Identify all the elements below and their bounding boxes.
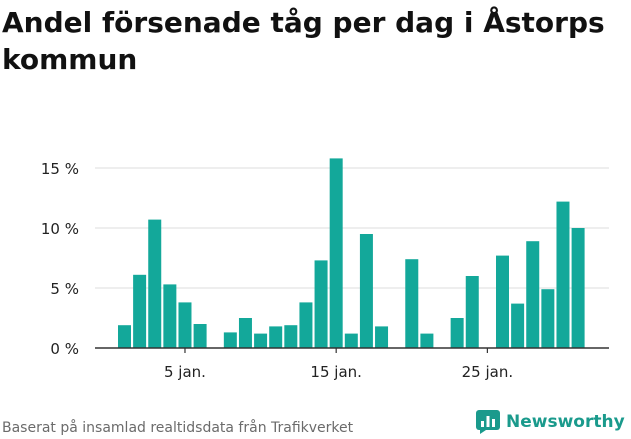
bar (556, 201, 570, 348)
x-tick-label: 25 jan. (462, 363, 514, 381)
axes: 0 % 5 % 10 % 15 % 5 jan. 15 jan. 25 jan. (41, 160, 609, 381)
bar (314, 260, 328, 348)
bar (420, 333, 434, 348)
bar (299, 302, 313, 348)
bar (254, 333, 268, 348)
bar (465, 276, 479, 348)
bar (359, 234, 373, 348)
newsworthy-logo[interactable]: Newsworthy (476, 410, 625, 434)
grid-lines (95, 167, 609, 289)
bar (450, 318, 464, 348)
newsworthy-logo-icon (476, 410, 500, 434)
bar (178, 302, 192, 348)
bar (269, 326, 283, 348)
bar (329, 158, 343, 348)
y-tick-label: 0 % (50, 340, 79, 358)
bar (223, 332, 237, 348)
bar (375, 326, 389, 348)
bar (405, 259, 419, 348)
chart-title: Andel försenade tåg per dag i Åstorps ko… (2, 6, 605, 76)
bar (511, 303, 525, 348)
x-tick-label: 5 jan. (164, 363, 206, 381)
bar (571, 228, 585, 348)
bar (148, 219, 162, 348)
bar (284, 325, 298, 348)
bar (238, 318, 252, 348)
bar-chart: 0 % 5 % 10 % 15 % 5 jan. 15 jan. 25 jan. (41, 158, 609, 381)
y-tick-label: 15 % (41, 160, 79, 178)
bar (496, 255, 509, 348)
bar (526, 241, 540, 348)
brand-name: Newsworthy (506, 412, 625, 432)
bars (118, 158, 585, 348)
bar (193, 324, 207, 348)
bar (133, 274, 147, 348)
bar (163, 284, 177, 348)
bar (541, 289, 555, 348)
bar (344, 333, 358, 348)
y-tick-label: 10 % (41, 220, 79, 238)
bar (118, 325, 131, 348)
x-tick-label: 15 jan. (310, 363, 362, 381)
source-note: Baserat på insamlad realtidsdata från Tr… (2, 420, 354, 436)
y-tick-label: 5 % (50, 280, 79, 298)
